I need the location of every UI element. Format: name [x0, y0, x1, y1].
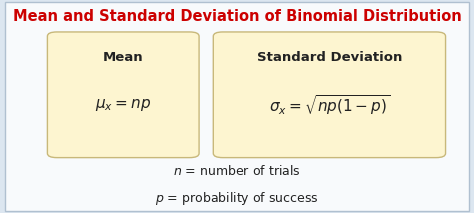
Text: Standard Deviation: Standard Deviation	[257, 51, 402, 64]
FancyBboxPatch shape	[213, 32, 446, 158]
FancyBboxPatch shape	[47, 32, 199, 158]
Text: $p$ = probability of success: $p$ = probability of success	[155, 190, 319, 207]
Text: $n$ = number of trials: $n$ = number of trials	[173, 164, 301, 178]
FancyBboxPatch shape	[5, 2, 469, 211]
Text: $\mu_x = np$: $\mu_x = np$	[95, 97, 151, 114]
Text: Mean: Mean	[103, 51, 144, 64]
Text: $\sigma_x = \sqrt{np(1-p)}$: $\sigma_x = \sqrt{np(1-p)}$	[269, 94, 390, 117]
Text: Mean and Standard Deviation of Binomial Distribution: Mean and Standard Deviation of Binomial …	[13, 9, 461, 23]
